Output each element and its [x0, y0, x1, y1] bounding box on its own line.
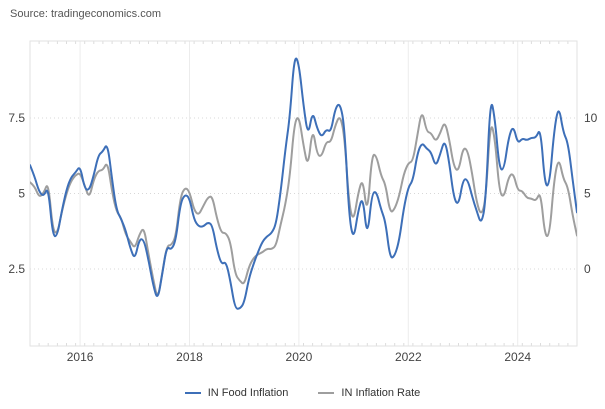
right-axis-tick-label: 5: [584, 187, 591, 201]
x-axis-year-label: 2020: [286, 350, 313, 364]
chart-legend: IN Food Inflation IN Inflation Rate: [0, 387, 605, 399]
x-axis-year-label: 2016: [67, 350, 94, 364]
right-axis-tick-label: 0: [584, 262, 591, 276]
right-axis-tick-label: 10: [584, 111, 598, 125]
in-food-inflation-line[interactable]: [30, 57, 577, 310]
left-axis-tick-label: 5: [18, 187, 25, 201]
left-axis-tick-label: 2.5: [8, 262, 25, 276]
x-axis-year-label: 2018: [176, 350, 203, 364]
legend-label: IN Inflation Rate: [341, 387, 421, 399]
inflation-rate-line-swatch-icon: [318, 392, 335, 394]
plot-border: [29, 40, 578, 347]
x-axis-year-label: 2024: [504, 350, 531, 364]
legend-label: IN Food Inflation: [207, 387, 289, 399]
in-inflation-rate-line[interactable]: [30, 114, 577, 296]
x-axis-year-label: 2022: [395, 350, 422, 364]
legend-item-inflation-rate[interactable]: IN Inflation Rate: [318, 387, 420, 399]
left-axis-tick-label: 7.5: [8, 111, 25, 125]
source-attribution: Source: tradingeconomics.com: [10, 8, 162, 20]
food-inflation-line-swatch-icon: [184, 392, 201, 394]
legend-item-food-inflation[interactable]: IN Food Inflation: [184, 387, 289, 399]
